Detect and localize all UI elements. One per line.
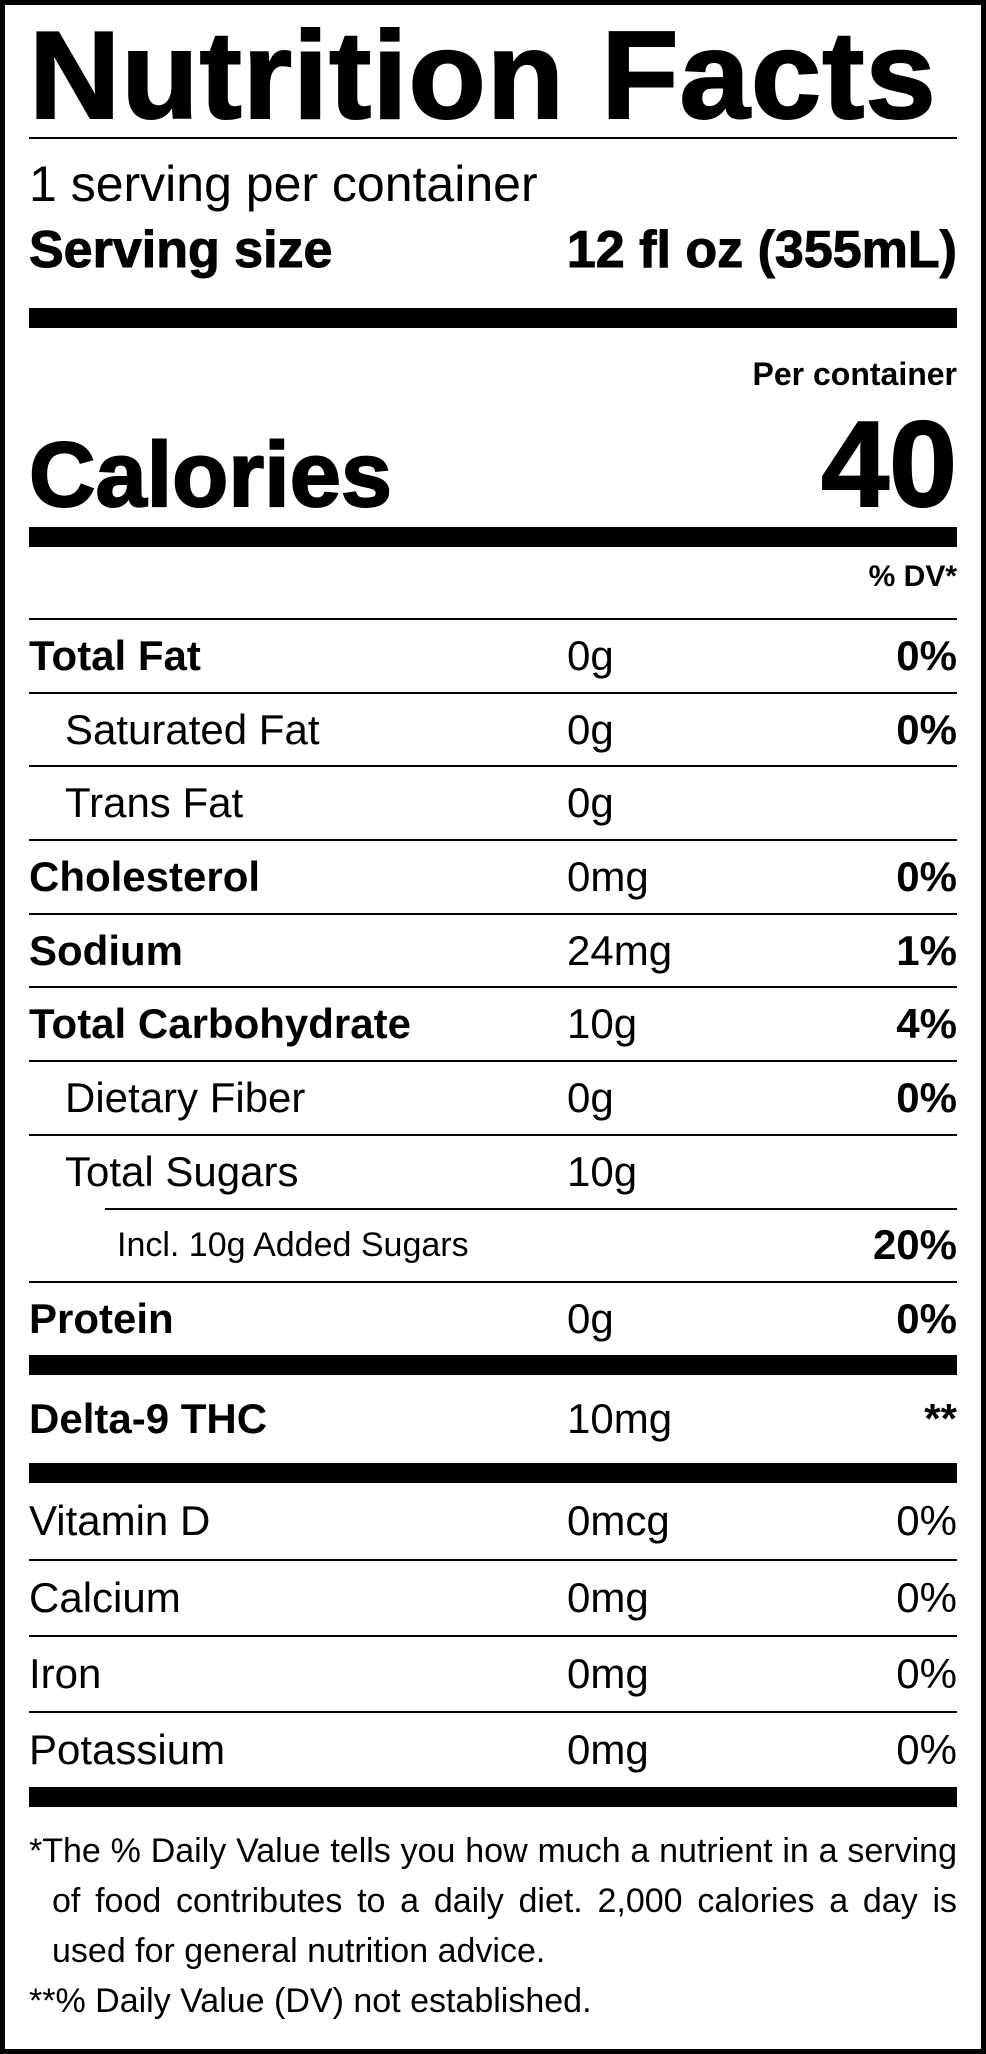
nutrient-name: Vitamin D (29, 1496, 211, 1544)
nutrient-dv: 0% (896, 852, 957, 900)
divider-thick (29, 308, 957, 328)
footnote-not-established: **% Daily Value (DV) not established. (29, 1982, 592, 2020)
nutrient-name: Potassium (29, 1725, 226, 1773)
nutrient-name: Saturated Fat (65, 705, 320, 753)
nutrient-row: Calcium 0mg 0% (29, 1558, 957, 1635)
nutrient-amount: 0g (567, 1295, 614, 1343)
nutrient-row: Protein 0g 0% (29, 1281, 957, 1355)
nutrient-amount: 10g (567, 1000, 638, 1048)
nutrient-amount: 0g (567, 631, 614, 679)
nutrient-row: Total Carbohydrate 10g 4% (29, 986, 957, 1060)
divider-thick (29, 1786, 957, 1807)
nutrient-name: Iron (29, 1649, 102, 1697)
nutrient-dv: 1% (896, 926, 957, 974)
per-container-label: Per container (752, 356, 957, 392)
nutrient-row: Saturated Fat 0g 0% (29, 691, 957, 766)
nutrient-dv: 0% (896, 1573, 957, 1621)
nutrient-name: Sodium (29, 926, 183, 974)
nutrient-name: Calcium (29, 1573, 181, 1621)
nutrient-row: Total Sugars 10g (29, 1133, 957, 1208)
calories-value: 40 (820, 396, 958, 532)
nutrient-amount: 10g (567, 1147, 638, 1195)
nutrient-amount: 24mg (567, 926, 673, 974)
serving-size-value: 12 fl oz (355mL) (566, 221, 957, 280)
serving-size-label: Serving size (28, 221, 333, 280)
nutrient-row: Vitamin D 0mcg 0% (29, 1483, 957, 1559)
footnote-dv: *The % Daily Value tells you how much a … (29, 1832, 957, 1970)
servings-per-container: 1 serving per container (29, 156, 538, 212)
nutrient-row: Incl. 10g Added Sugars 20% (105, 1207, 957, 1282)
label-title: Nutrition Facts (28, 7, 937, 145)
nutrient-amount: 0g (567, 779, 614, 827)
nutrient-amount: 10mg (567, 1394, 673, 1442)
nutrient-row: Trans Fat 0g (29, 765, 957, 839)
divider-thick (29, 1354, 957, 1375)
nutrient-name: Trans Fat (65, 779, 244, 827)
nutrient-amount: 0mcg (567, 1496, 670, 1544)
nutrient-amount: 0g (567, 705, 614, 753)
nutrient-row: Iron 0mg 0% (29, 1634, 957, 1711)
nutrient-dv: 0% (896, 1073, 957, 1121)
nutrient-row: Delta-9 THC 10mg ** (29, 1375, 957, 1463)
nutrient-amount: 0mg (567, 1573, 649, 1621)
nutrient-dv: 0% (896, 1496, 957, 1544)
nutrient-row: Total Fat 0g 0% (29, 618, 957, 692)
nutrient-amount: 0g (567, 1073, 614, 1121)
nutrient-name: Cholesterol (29, 852, 261, 900)
nutrient-dv: 0% (896, 631, 957, 679)
dv-header: % DV* (868, 560, 957, 593)
calories-label: Calories (28, 424, 393, 526)
nutrient-name: Total Sugars (65, 1147, 299, 1195)
nutrient-row: Dietary Fiber 0g 0% (29, 1060, 957, 1134)
footnotes: *The % Daily Value tells you how much a … (29, 1826, 957, 2026)
nutrient-amount: 0mg (567, 1725, 649, 1773)
divider-thin (29, 137, 957, 139)
nutrient-row: Sodium 24mg 1% (29, 912, 957, 987)
nutrient-name: Protein (29, 1295, 174, 1343)
nutrient-dv: 4% (896, 1000, 957, 1048)
nutrient-name: Incl. 10g Added Sugars (117, 1225, 469, 1264)
nutrient-name: Total Fat (29, 631, 201, 679)
nutrient-name: Delta-9 THC (29, 1394, 268, 1442)
nutrient-dv: 0% (896, 1649, 957, 1697)
nutrient-name: Total Carbohydrate (29, 1000, 411, 1048)
nutrient-dv: 0% (896, 1725, 957, 1773)
nutrient-row: Cholesterol 0mg 0% (29, 839, 957, 913)
nutrient-name: Dietary Fiber (65, 1073, 306, 1121)
nutrient-amount: 0mg (567, 852, 649, 900)
nutrient-table: Total Fat 0g 0% Saturated Fat 0g 0% Trans Fat 0… (29, 618, 957, 1807)
nutrient-dv: 0% (896, 705, 957, 753)
divider-thick (29, 527, 957, 547)
nutrient-dv: ** (924, 1394, 957, 1442)
serving-size: Serving size 12 fl oz (355mL) (28, 220, 957, 280)
divider-thick (29, 1462, 957, 1483)
nutrient-amount: 0mg (567, 1649, 649, 1697)
nutrient-dv: 0% (896, 1295, 957, 1343)
nutrient-row: Potassium 0mg 0% (29, 1710, 957, 1787)
calories-row: Calories 40 (28, 396, 958, 532)
nutrient-dv: 20% (872, 1221, 957, 1269)
